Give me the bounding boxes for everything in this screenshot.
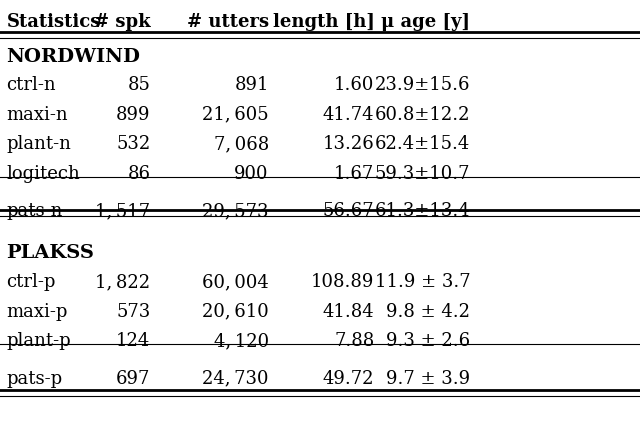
Text: 1, 822: 1, 822 bbox=[95, 273, 150, 292]
Text: 41.74: 41.74 bbox=[323, 106, 374, 124]
Text: μ age [y]: μ age [y] bbox=[381, 13, 470, 31]
Text: PLAKSS: PLAKSS bbox=[6, 244, 94, 262]
Text: 1.67: 1.67 bbox=[334, 165, 374, 183]
Text: 9.3 ± 2.6: 9.3 ± 2.6 bbox=[387, 332, 470, 350]
Text: 62.4±15.4: 62.4±15.4 bbox=[375, 135, 470, 153]
Text: 20, 610: 20, 610 bbox=[202, 303, 269, 321]
Text: 56.67: 56.67 bbox=[323, 202, 374, 220]
Text: 7.88: 7.88 bbox=[334, 332, 374, 350]
Text: 29, 573: 29, 573 bbox=[202, 202, 269, 220]
Text: maxi-n: maxi-n bbox=[6, 106, 68, 124]
Text: 61.3±13.4: 61.3±13.4 bbox=[375, 202, 470, 220]
Text: NORDWIND: NORDWIND bbox=[6, 48, 140, 66]
Text: 59.3±10.7: 59.3±10.7 bbox=[375, 165, 470, 183]
Text: Statistics: Statistics bbox=[6, 13, 100, 31]
Text: # spk: # spk bbox=[94, 13, 150, 31]
Text: 4, 120: 4, 120 bbox=[214, 332, 269, 350]
Text: pats-p: pats-p bbox=[6, 369, 63, 388]
Text: length [h]: length [h] bbox=[273, 13, 374, 31]
Text: 573: 573 bbox=[116, 303, 150, 321]
Text: maxi-p: maxi-p bbox=[6, 303, 68, 321]
Text: 49.72: 49.72 bbox=[323, 369, 374, 388]
Text: 60, 004: 60, 004 bbox=[202, 273, 269, 292]
Text: 899: 899 bbox=[116, 106, 150, 124]
Text: 108.89: 108.89 bbox=[311, 273, 374, 292]
Text: 60.8±12.2: 60.8±12.2 bbox=[375, 106, 470, 124]
Text: 124: 124 bbox=[116, 332, 150, 350]
Text: logitech: logitech bbox=[6, 165, 80, 183]
Text: 23.9±15.6: 23.9±15.6 bbox=[375, 76, 470, 94]
Text: 24, 730: 24, 730 bbox=[202, 369, 269, 388]
Text: 86: 86 bbox=[127, 165, 150, 183]
Text: plant-p: plant-p bbox=[6, 332, 71, 350]
Text: pats-n: pats-n bbox=[6, 202, 63, 220]
Text: 41.84: 41.84 bbox=[323, 303, 374, 321]
Text: ctrl-n: ctrl-n bbox=[6, 76, 56, 94]
Text: 532: 532 bbox=[116, 135, 150, 153]
Text: plant-n: plant-n bbox=[6, 135, 71, 153]
Text: # utters: # utters bbox=[187, 13, 269, 31]
Text: 891: 891 bbox=[234, 76, 269, 94]
Text: 11.9 ± 3.7: 11.9 ± 3.7 bbox=[375, 273, 470, 292]
Text: 697: 697 bbox=[116, 369, 150, 388]
Text: 1, 517: 1, 517 bbox=[95, 202, 150, 220]
Text: 21, 605: 21, 605 bbox=[202, 106, 269, 124]
Text: 85: 85 bbox=[127, 76, 150, 94]
Text: 1.60: 1.60 bbox=[334, 76, 374, 94]
Text: 9.7 ± 3.9: 9.7 ± 3.9 bbox=[387, 369, 470, 388]
Text: 9.8 ± 4.2: 9.8 ± 4.2 bbox=[387, 303, 470, 321]
Text: 13.26: 13.26 bbox=[323, 135, 374, 153]
Text: 7, 068: 7, 068 bbox=[214, 135, 269, 153]
Text: ctrl-p: ctrl-p bbox=[6, 273, 56, 292]
Text: 900: 900 bbox=[234, 165, 269, 183]
